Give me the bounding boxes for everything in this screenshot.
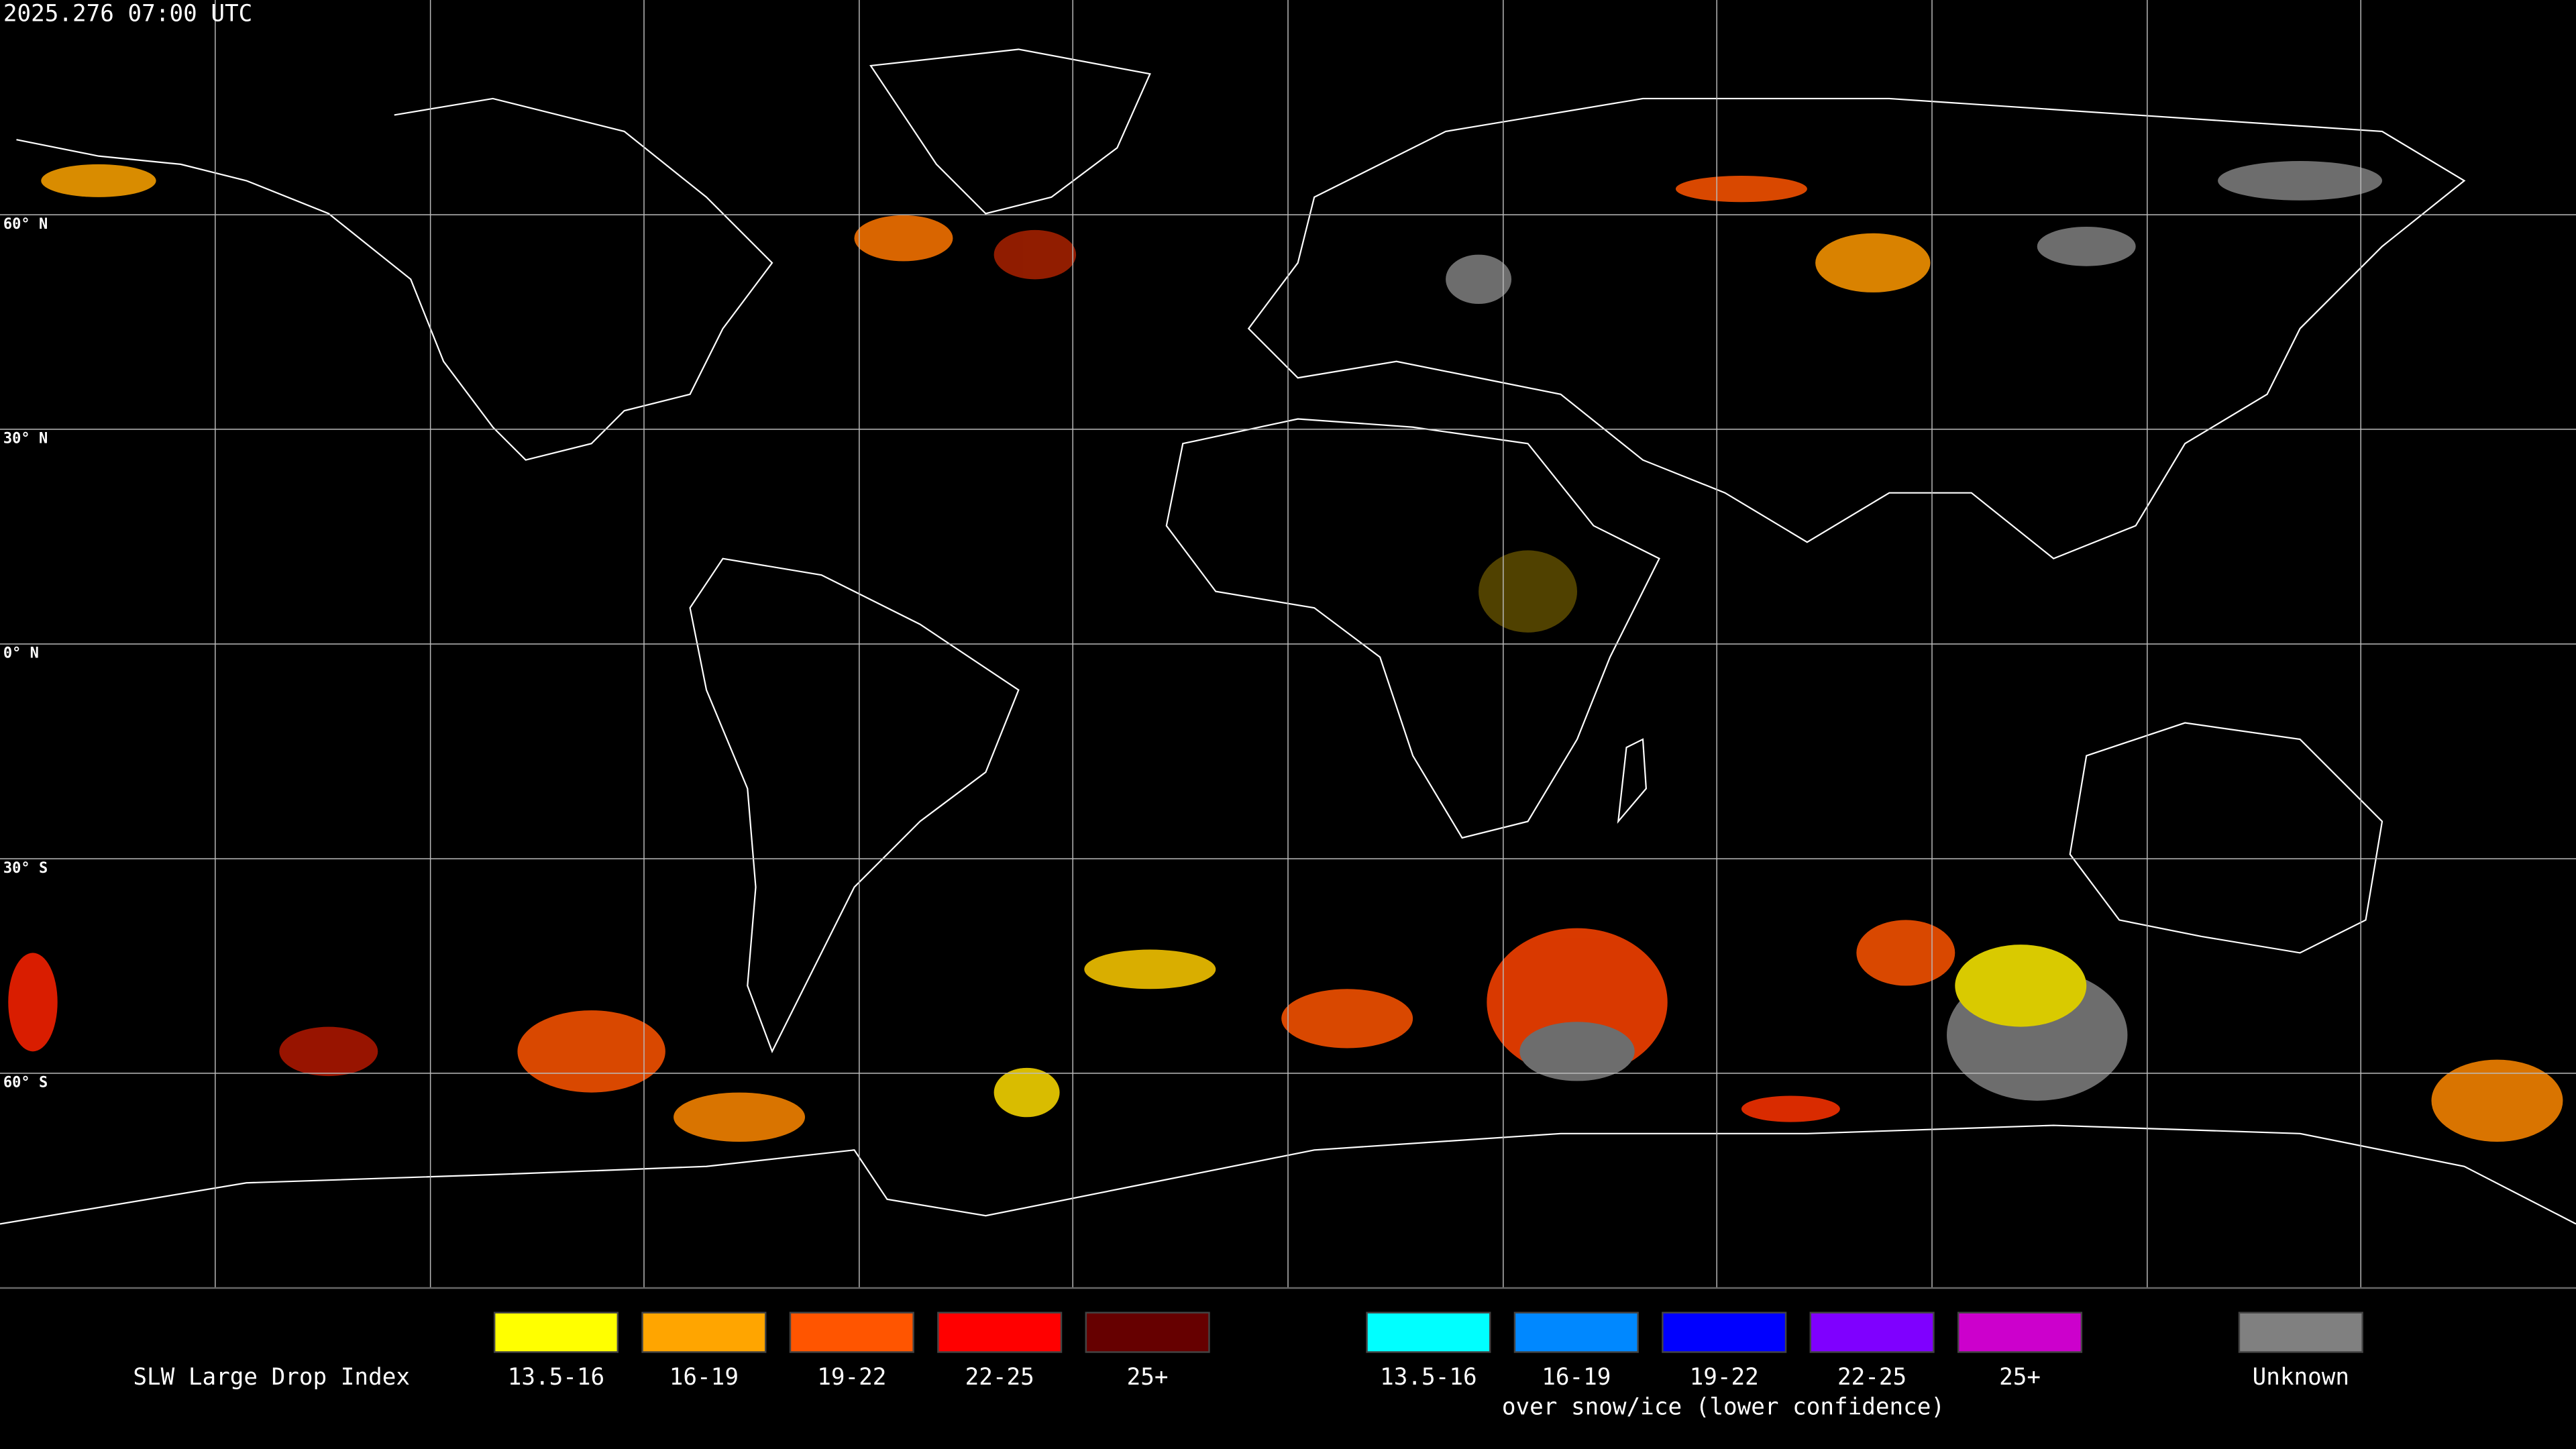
legend-swatch: [1662, 1311, 1787, 1353]
legend-swatch: [1513, 1311, 1639, 1353]
legend-swatch: [1957, 1311, 2083, 1353]
latitude-label: 0° N: [3, 645, 39, 662]
cloud-patches: [8, 161, 2563, 1142]
legend-swatch: [641, 1311, 767, 1353]
legend-swatch: [1085, 1311, 1210, 1353]
latitude-label: 60° N: [3, 216, 48, 233]
legend-label: 19-22: [1690, 1364, 1759, 1391]
latitude-label: 30° S: [3, 860, 48, 877]
legend-label: Unknown: [2253, 1364, 2349, 1391]
legend-swatch: [1366, 1311, 1491, 1353]
legend-label: 25+: [1999, 1364, 2041, 1391]
timestamp: 2025.276 07:00 UTC: [3, 1, 252, 28]
legend-swatch: [493, 1311, 619, 1353]
map: [0, 0, 2576, 1289]
latitude-label: 60° S: [3, 1075, 48, 1091]
legend-swatch: [2238, 1311, 2363, 1353]
snow-ice-note: over snow/ice (lower confidence): [1502, 1393, 1945, 1420]
legend-swatch: [789, 1311, 914, 1353]
legend-swatch: [937, 1311, 1063, 1353]
coastlines: [0, 48, 2576, 1225]
legend-swatch: [1809, 1311, 1935, 1353]
legend-label: 13.5-16: [1380, 1364, 1477, 1391]
legend-label: 19-22: [817, 1364, 886, 1391]
legend-label: 22-25: [1837, 1364, 1907, 1391]
legend-label: 16-19: [1542, 1364, 1611, 1391]
legend-label: 25+: [1127, 1364, 1169, 1391]
legend-label: 16-19: [669, 1364, 739, 1391]
legend-title: SLW Large Drop Index: [133, 1364, 410, 1391]
legend-label: 13.5-16: [508, 1364, 604, 1391]
latitude-label: 30° N: [3, 431, 48, 447]
legend-label: 22-25: [965, 1364, 1034, 1391]
graticule: [0, 0, 2576, 1289]
